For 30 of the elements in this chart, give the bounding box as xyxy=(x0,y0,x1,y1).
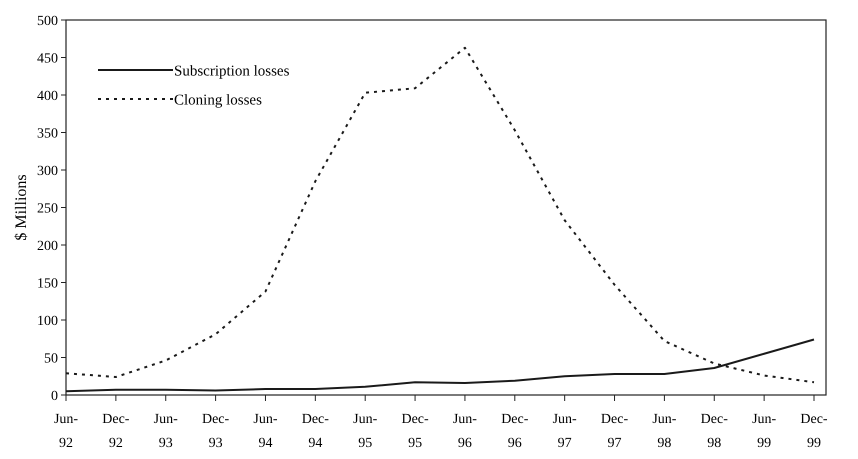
x-tick-label: Dec-96 xyxy=(501,412,529,451)
x-tick-label: Dec-99 xyxy=(800,412,828,451)
y-axis-title: $ Millions xyxy=(13,174,30,241)
legend-label: Cloning losses xyxy=(174,92,262,108)
x-tick-label: Dec-97 xyxy=(600,412,628,451)
x-tick-label: Dec-92 xyxy=(102,412,130,451)
y-tick-label: 0 xyxy=(51,388,58,404)
y-tick-label: 500 xyxy=(37,14,58,29)
y-tick-label: 200 xyxy=(37,238,58,254)
x-tick-label: Jun-98 xyxy=(652,412,677,451)
x-tick-label: Dec-98 xyxy=(700,412,728,451)
x-tick-label: Jun-93 xyxy=(154,412,178,451)
y-tick-label: 450 xyxy=(37,51,58,66)
x-tick-label: Dec-94 xyxy=(302,412,330,451)
y-tick-label: 100 xyxy=(37,314,58,329)
y-tick-label: 250 xyxy=(37,201,58,216)
x-tick-label: Jun-96 xyxy=(452,412,478,451)
y-tick-label: 300 xyxy=(37,164,58,179)
legend-label: Subscription losses xyxy=(174,63,290,80)
x-tick-label: Dec-95 xyxy=(401,412,430,451)
x-tick-label: Jun-99 xyxy=(752,412,777,451)
x-tick-label: Jun-94 xyxy=(253,412,278,451)
y-tick-label: 400 xyxy=(37,88,58,104)
y-tick-label: 350 xyxy=(37,126,58,142)
y-tick-label: 50 xyxy=(44,351,58,366)
y-tick-label: 150 xyxy=(37,276,58,292)
x-tick-label: Jun-95 xyxy=(353,412,378,451)
x-tick-label: Jun-97 xyxy=(552,412,578,451)
x-tick-label: Jun-92 xyxy=(54,412,78,451)
x-tick-label: Dec-93 xyxy=(202,412,230,451)
